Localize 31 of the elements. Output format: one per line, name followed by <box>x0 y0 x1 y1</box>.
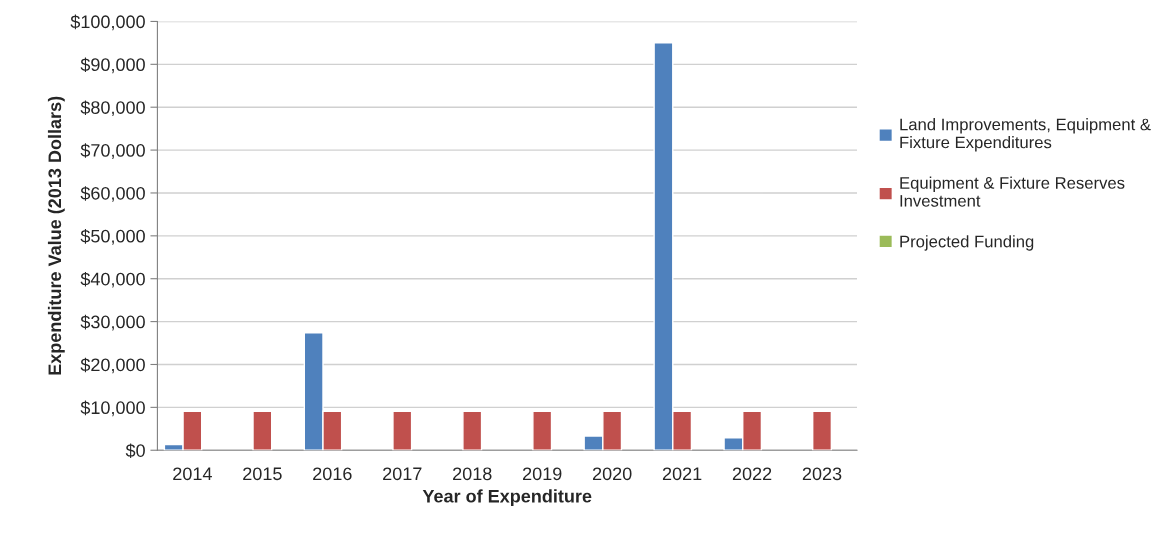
legend-label: Projected Funding <box>900 235 1034 251</box>
bar <box>532 410 553 451</box>
y-tick-label: $30,000 <box>80 314 145 331</box>
x-tick-label: 2015 <box>243 467 282 481</box>
legend-label: Equipment & Fixture Reserves Investment <box>900 176 1125 207</box>
y-tick-label: $10,000 <box>80 400 145 417</box>
y-tick-label: $70,000 <box>80 143 145 159</box>
bar <box>392 410 413 451</box>
y-tick-label: $40,000 <box>80 271 145 288</box>
bar <box>462 410 483 451</box>
y-tick-label: $90,000 <box>80 57 145 74</box>
x-tick-label: 2020 <box>592 467 632 481</box>
x-tick-label: 2017 <box>383 467 422 481</box>
y-tick-label: $20,000 <box>80 357 145 374</box>
x-tick-label: 2016 <box>313 467 352 481</box>
x-tick-label: 2018 <box>453 467 492 481</box>
legend-label: Land Improvements, Equipment & Fixture Expenditures <box>900 118 1151 152</box>
x-tick-label: 2019 <box>523 467 562 481</box>
y-tick-label: $0 <box>125 443 145 459</box>
x-tick-label: 2014 <box>173 467 212 481</box>
y-tick-label: $100,000 <box>70 14 145 31</box>
bar <box>812 410 833 451</box>
y-tick-label: $50,000 <box>80 229 145 245</box>
x-axis-title: Year of Expenditure <box>422 489 592 507</box>
bar <box>252 410 273 451</box>
y-tick-label: $60,000 <box>80 186 145 202</box>
x-tick-label: 2022 <box>732 467 772 481</box>
y-tick-label: $80,000 <box>80 100 145 117</box>
x-tick-label: 2021 <box>662 467 702 481</box>
x-tick-label: 2023 <box>802 467 842 481</box>
y-axis-title: Expenditure Value (2013 Dollars) <box>47 96 65 375</box>
